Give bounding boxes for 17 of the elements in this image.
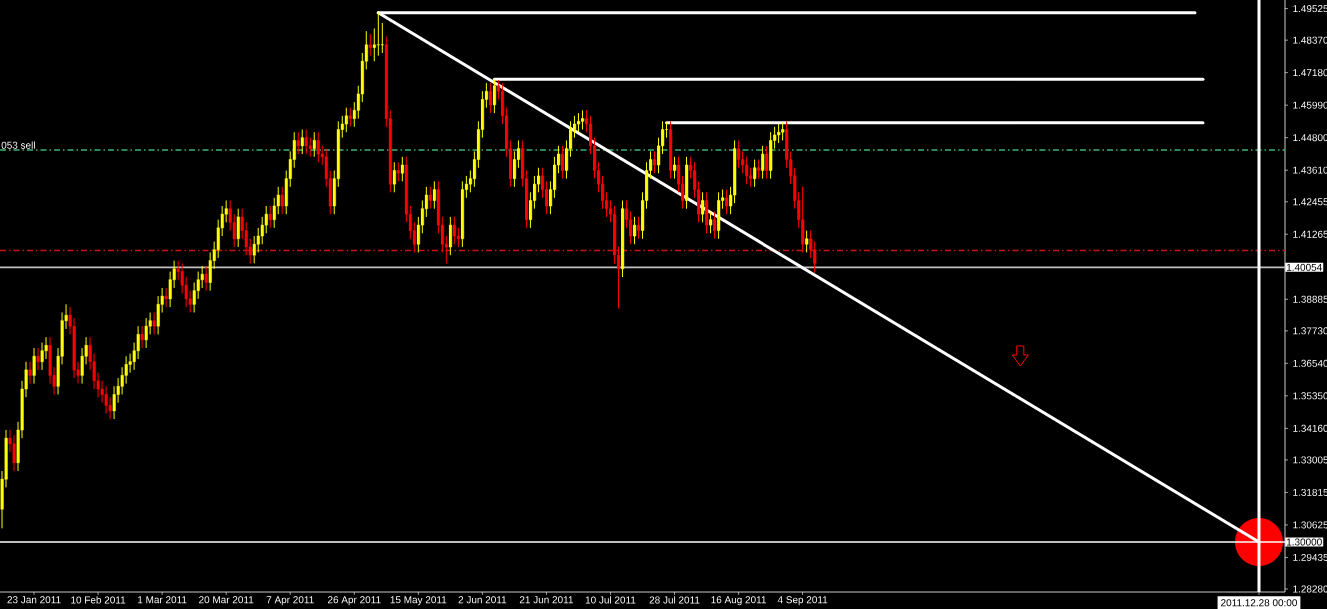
- x-tick-label: 10 Feb 2011: [71, 596, 126, 604]
- x-tick-label: 26 Apr 2011: [328, 596, 381, 606]
- x-tick-label: 10 Jul 2011: [585, 596, 636, 604]
- ref-line-label: 053 sell: [1, 141, 35, 149]
- ref-line-label: 1.40054: [1286, 263, 1322, 271]
- ref-line-label: 1.30000: [1286, 538, 1322, 546]
- x-tick-label: 2011.12.28 00:00: [1221, 599, 1297, 607]
- x-tick-label: 15 May 2011: [390, 596, 447, 606]
- x-tick-label: 4 Sep 2011: [777, 596, 828, 606]
- x-tick-label: 23 Jan 2011: [7, 596, 61, 604]
- x-tick-label: 20 Mar 2011: [199, 596, 254, 604]
- x-tick-label: 2 Jun 2011: [458, 596, 507, 604]
- x-tick-label: 28 Jul 2011: [649, 596, 700, 604]
- x-tick-label: 7 Apr 2011: [266, 596, 314, 606]
- x-tick-label: 21 Jun 2011: [519, 596, 573, 604]
- x-tick-label: 16 Aug 2011: [711, 596, 766, 606]
- x-tick-label: 1 Mar 2011: [138, 596, 187, 604]
